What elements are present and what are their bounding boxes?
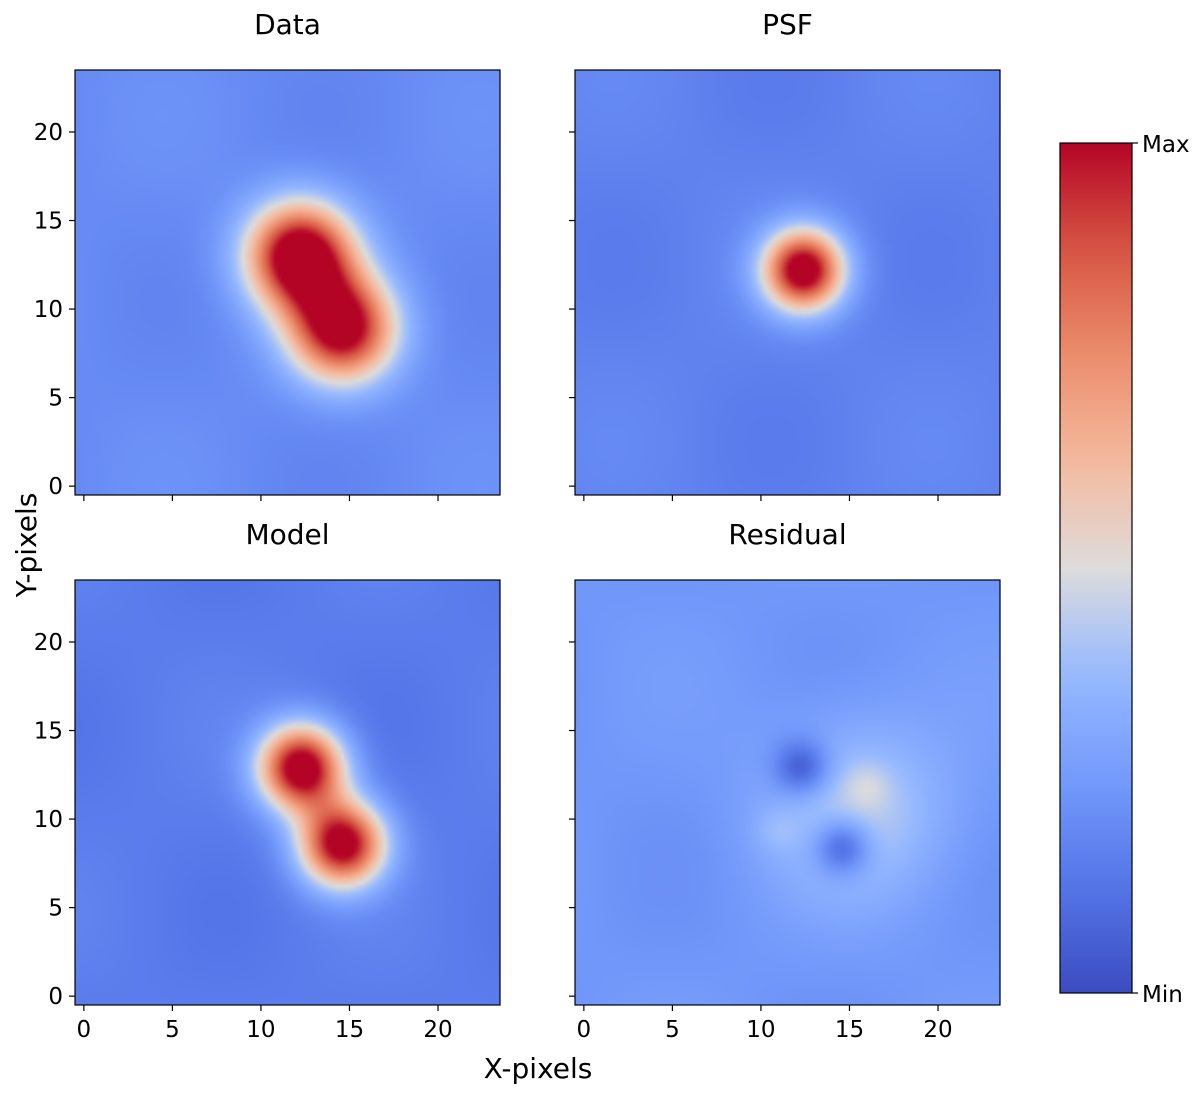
y-tick-label: 0 [48,474,63,500]
x-tick-label: 0 [77,1017,92,1043]
y-tick-label: 15 [34,209,63,235]
x-tick-label: 10 [746,1017,775,1043]
heatmap-data [75,70,500,495]
panel-title: Residual [728,518,846,551]
heatmap-model [75,580,500,1005]
colorbar-gradient [1059,142,1133,994]
y-axis-label: Y-pixels [10,493,43,599]
y-tick-label: 5 [48,386,63,412]
x-axis-label: X-pixels [484,1052,593,1085]
x-tick-label: 15 [335,1017,364,1043]
heatmap-psf [575,70,1000,495]
panel-psf: PSF [569,8,1001,501]
colorbar-min-label: Min [1142,982,1183,1008]
x-tick-label: 15 [835,1017,864,1043]
panel-data: Data 0 5 10 15 20 [34,8,501,501]
y-tick-label: 10 [34,297,63,323]
y-tick-label: 0 [48,984,63,1010]
axes-frame [574,579,1001,1006]
y-tick-label: 20 [34,120,63,146]
heatmap-residual [575,580,1000,1005]
y-tick-label: 15 [34,719,63,745]
panel-title: PSF [762,8,813,41]
axes-frame [74,69,501,496]
x-tick-label: 0 [577,1017,592,1043]
panel-residual: Residual 0 5 10 15 20 [569,518,1001,1043]
x-tick-label: 10 [246,1017,275,1043]
colorbar: Max Min [1059,132,1190,1008]
panel-title: Data [254,8,321,41]
x-tick-label: 5 [665,1017,680,1043]
axes-frame [74,579,501,1006]
colorbar-max-label: Max [1142,132,1190,158]
panel-title: Model [245,518,329,551]
y-tick-label: 20 [34,630,63,656]
y-tick-label: 10 [34,807,63,833]
x-tick-label: 20 [423,1017,452,1043]
x-tick-label: 5 [165,1017,180,1043]
y-tick-label: 5 [48,896,63,922]
panel-model: Model 0 5 10 15 20 0 5 10 15 20 [34,518,501,1043]
axes-frame [574,69,1001,496]
x-tick-label: 20 [923,1017,952,1043]
